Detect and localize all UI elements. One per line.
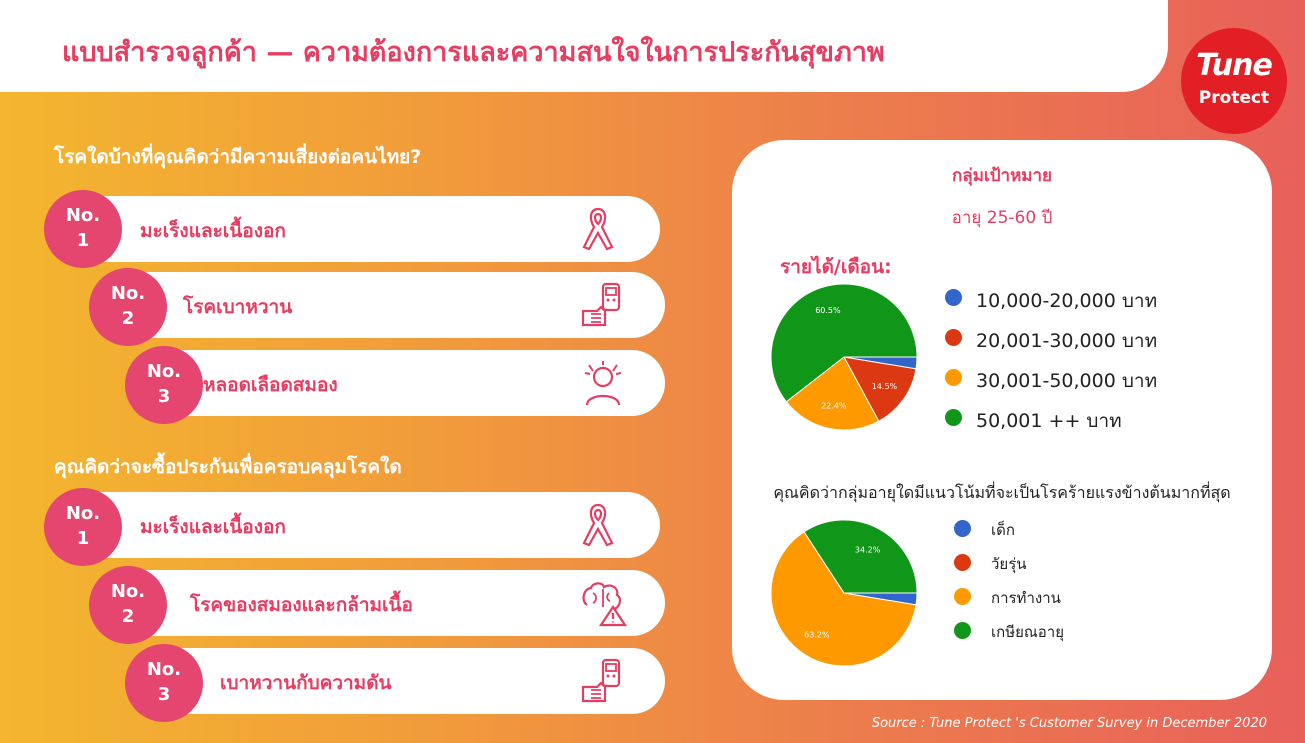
risk-item-1-label: มะเร็งและเนื้องอก <box>140 220 286 242</box>
glucose-meter-icon <box>581 658 621 703</box>
legend-label: 10,000-20,000 บาท <box>976 290 1158 312</box>
rank-badge-3: No. 3 <box>125 644 203 722</box>
legend-swatch <box>954 622 971 639</box>
pie-slice <box>785 356 880 431</box>
legend-label: เกษียณอายุ <box>991 623 1065 641</box>
target-group-title: กลุ่มเป้าหมาย <box>952 166 1052 186</box>
ribbon-icon <box>582 207 614 251</box>
rank-badge-2: No. 2 <box>89 566 167 644</box>
question-insurance-coverage: คุณคิดว่าจะซื้อประกันเพื่อครอบคลุมโรคใด <box>54 456 402 478</box>
rank-badge-3: No. 3 <box>125 346 203 424</box>
coverage-item-1-label: มะเร็งและเนื้องอก <box>140 516 286 538</box>
ribbon-icon <box>582 503 614 547</box>
logo-line1: Tune <box>1196 48 1273 83</box>
risk-item-1: มะเร็งและเนื้องอก <box>60 196 660 262</box>
pie-slice <box>770 531 917 667</box>
age-chart-title: คุณคิดว่ากลุ่มอายุใดมีแนวโน้มที่จะเป็นโร… <box>773 483 1231 502</box>
badge-no: No. <box>65 205 101 226</box>
badge-rank: 3 <box>157 684 171 705</box>
pie-slice-label: 14.5% <box>872 382 898 391</box>
glucose-meter-icon <box>581 282 621 327</box>
badge-rank: 2 <box>121 606 135 627</box>
badge-rank: 2 <box>121 308 135 329</box>
income-chart-title: รายได้/เดือน: <box>780 256 892 278</box>
coverage-item-1: มะเร็งและเนื้องอก <box>60 492 660 558</box>
brain-warning-icon <box>582 582 627 627</box>
pie-slice <box>803 519 918 594</box>
coverage-item-3-label: เบาหวานกับความดัน <box>220 672 392 694</box>
rank-badge-1: No. 1 <box>44 190 122 268</box>
rank-badge-1: No. 1 <box>44 488 122 566</box>
source-note: Source : Tune Protect 's Customer Survey… <box>871 716 1267 731</box>
legend-swatch <box>954 554 971 571</box>
badge-no: No. <box>146 659 182 680</box>
badge-rank: 3 <box>157 386 171 407</box>
legend-swatch <box>945 329 962 346</box>
page-title: แบบสำรวจลูกค้า — ความต้องการและความสนใจใ… <box>62 37 885 68</box>
legend-label: เด็ก <box>991 521 1015 539</box>
badge-no: No. <box>110 581 146 602</box>
income-pie-chart: 14.5% 22.4% 60.5% <box>770 283 918 431</box>
logo-line2: Protect <box>1198 88 1270 108</box>
legend-swatch <box>945 369 962 386</box>
age-group-pie-chart: 63.2% 34.2% <box>770 519 918 667</box>
title-bar: แบบสำรวจลูกค้า — ความต้องการและความสนใจใ… <box>0 0 1168 92</box>
question-risk-diseases: โรคใดบ้างที่คุณคิดว่ามีความเสี่ยงต่อคนไท… <box>54 146 422 168</box>
headache-person-icon <box>584 361 622 406</box>
target-group-panel: กลุ่มเป้าหมาย อายุ 25-60 ปี รายได้/เดือน… <box>732 140 1272 700</box>
coverage-item-2-label: โรคของสมองและกล้ามเนื้อ <box>190 594 413 616</box>
pie-slice <box>770 283 918 403</box>
badge-rank: 1 <box>76 230 90 251</box>
risk-item-2: โรคเบาหวาน <box>105 272 665 338</box>
pie-slice-label: 63.2% <box>804 631 830 640</box>
pie-slice <box>843 356 917 422</box>
risk-item-3-label: หลอดเลือดสมอง <box>203 374 338 396</box>
badge-rank: 1 <box>76 528 90 549</box>
legend-swatch <box>954 520 971 537</box>
legend-label: 20,001-30,000 บาท <box>976 330 1158 352</box>
coverage-item-3: เบาหวานกับความดัน <box>145 648 665 714</box>
legend-label: การทำงาน <box>991 589 1061 607</box>
badge-no: No. <box>110 283 146 304</box>
coverage-item-2: โรคของสมองและกล้ามเนื้อ <box>105 570 665 636</box>
legend-label: 30,001-50,000 บาท <box>976 370 1158 392</box>
rank-badge-2: No. 2 <box>89 268 167 346</box>
legend-swatch <box>954 588 971 605</box>
risk-item-3: หลอดเลือดสมอง <box>145 350 665 416</box>
badge-no: No. <box>146 361 182 382</box>
pie-slice-label: 60.5% <box>815 306 841 315</box>
pie-slice-label: 34.2% <box>855 545 881 554</box>
badge-no: No. <box>65 503 101 524</box>
legend-label: วัยรุ่น <box>991 555 1027 573</box>
risk-item-2-label: โรคเบาหวาน <box>183 296 293 318</box>
pie-slice-label: 22.4% <box>821 402 847 411</box>
legend-label: 50,001 ++ บาท <box>976 410 1122 432</box>
target-age-range: อายุ 25-60 ปี <box>951 208 1053 228</box>
tune-protect-logo: Tune Protect <box>1181 28 1287 134</box>
legend-swatch <box>945 289 962 306</box>
legend-swatch <box>945 409 962 426</box>
